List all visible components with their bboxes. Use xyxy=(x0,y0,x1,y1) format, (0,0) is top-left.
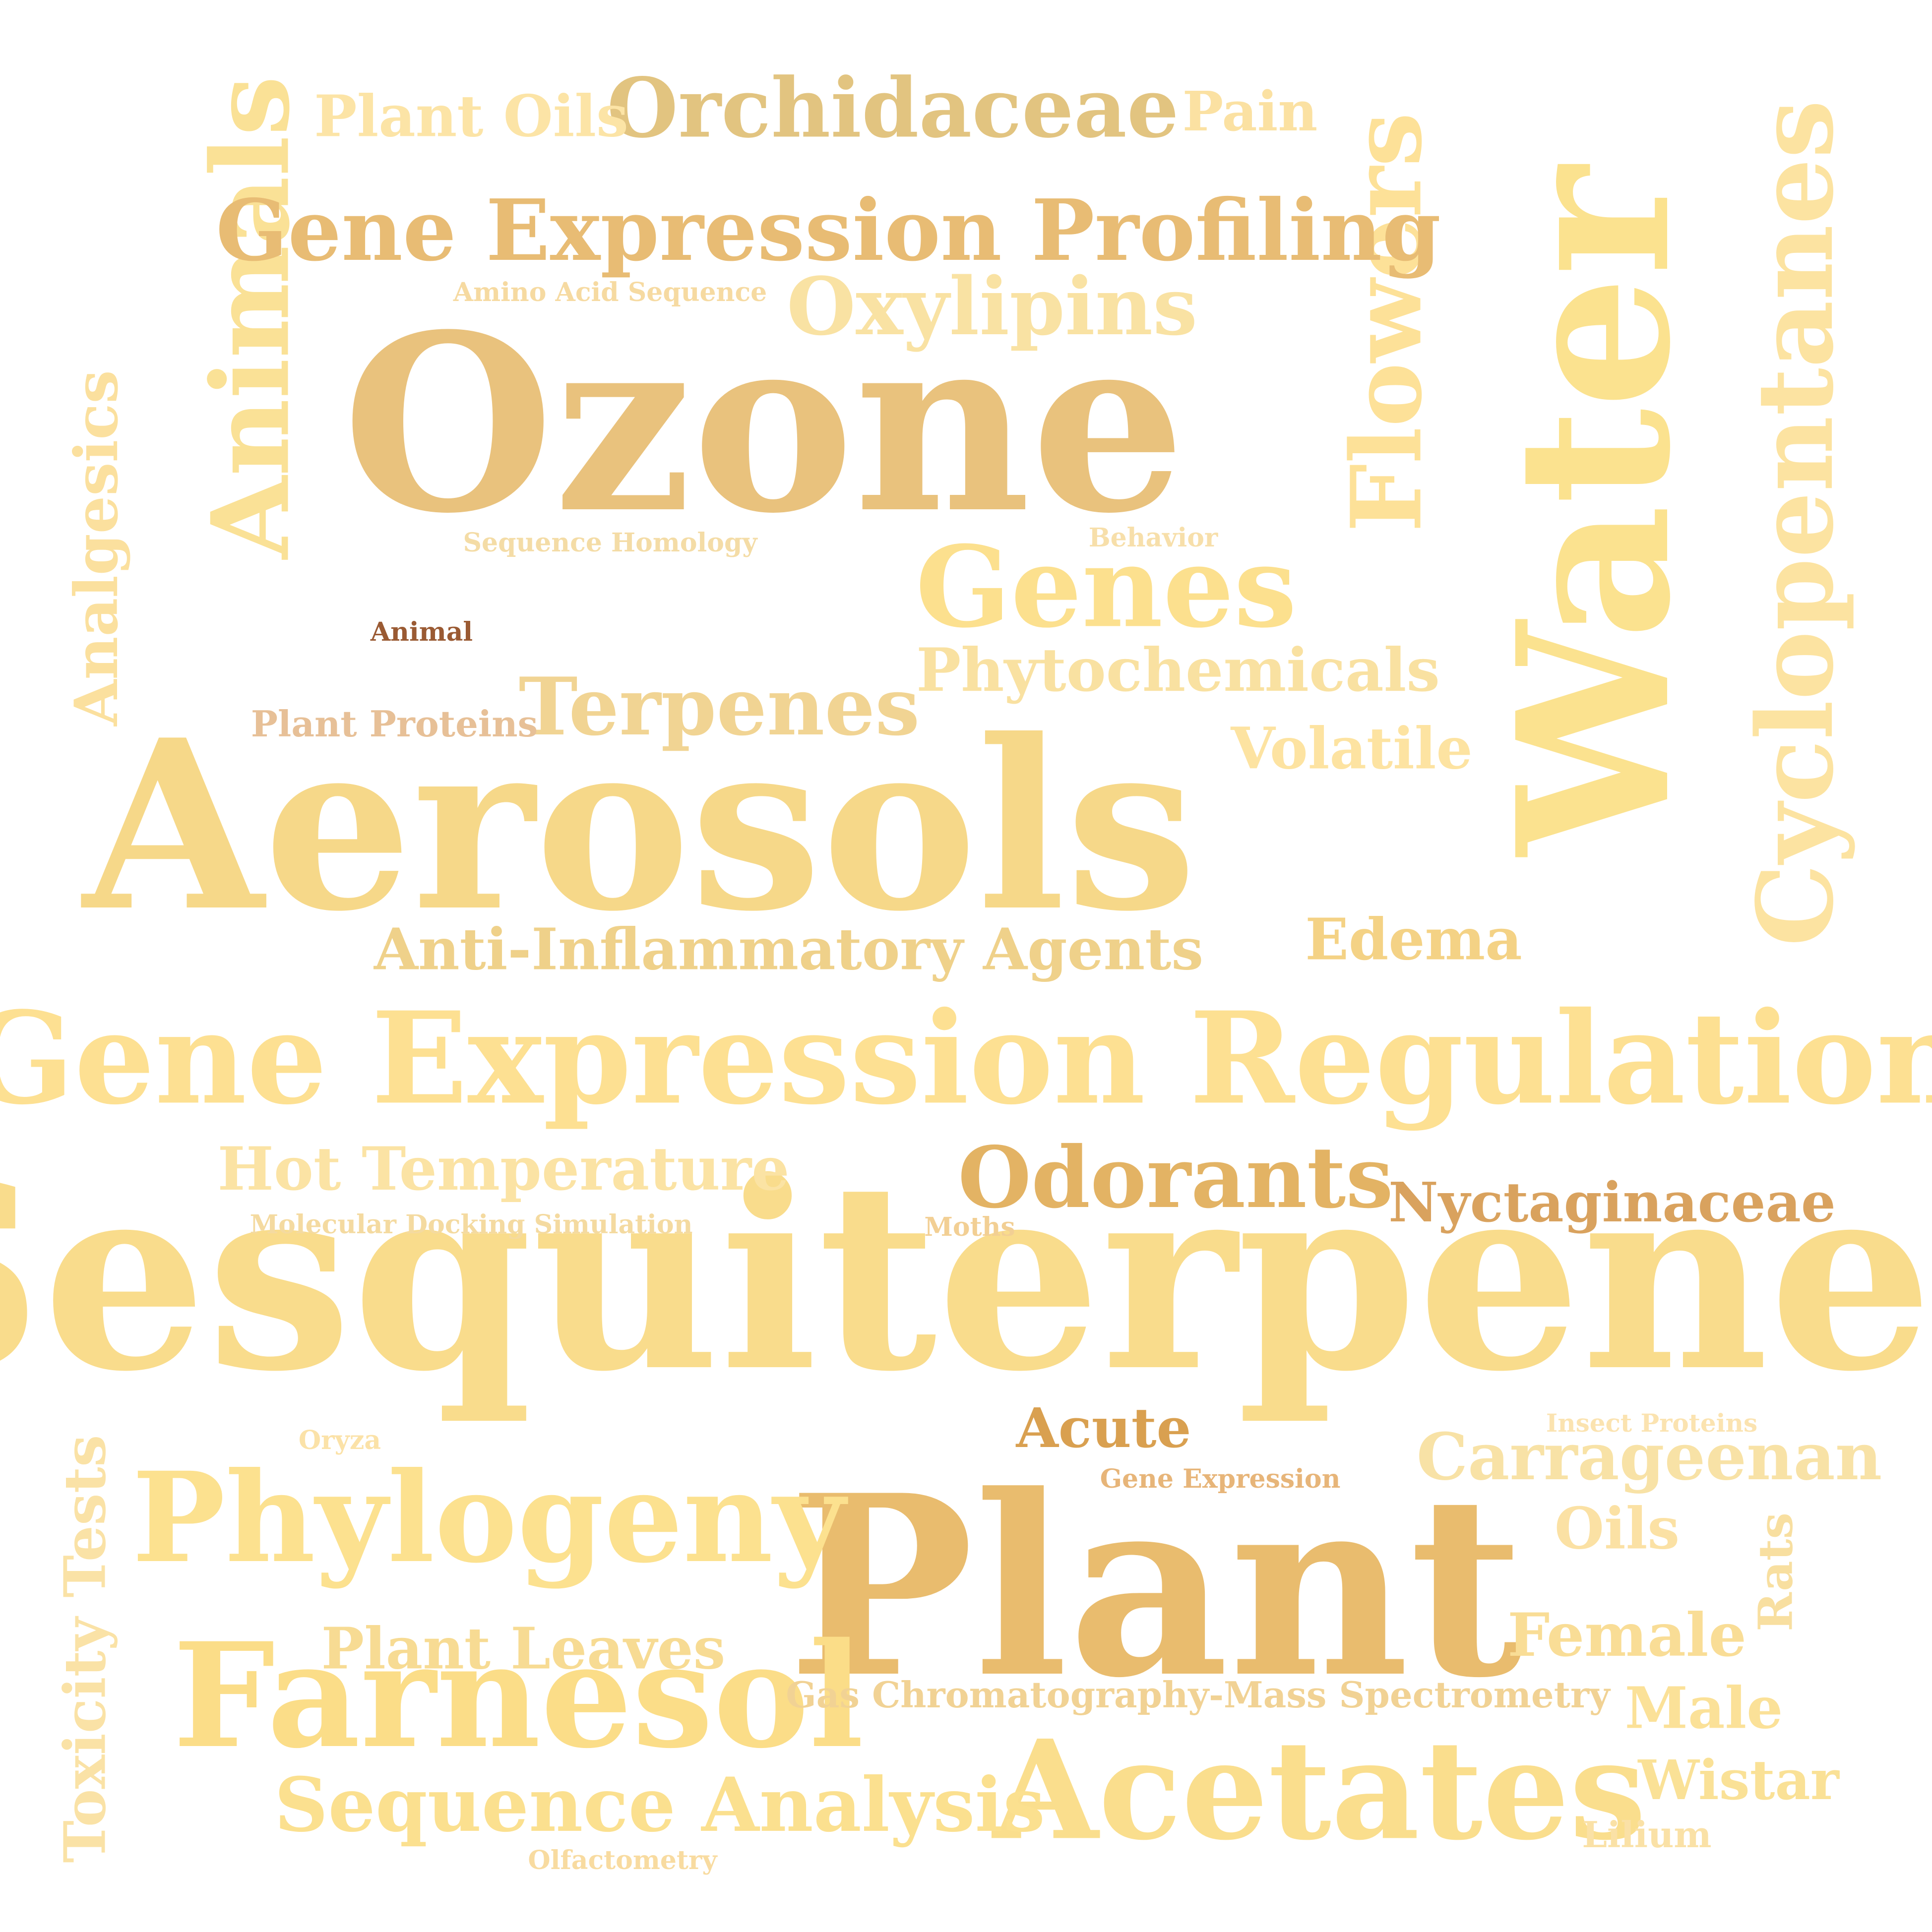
word-rats: Rats xyxy=(1748,1512,1804,1632)
word-olfactometry: Olfactometry xyxy=(528,1845,717,1875)
word-wistar: Wistar xyxy=(1638,1748,1839,1812)
word-volatile: Volatile xyxy=(1231,715,1473,783)
word-plant-leaves: Plant Leaves xyxy=(321,1615,726,1683)
word-analgesics: Analgesics xyxy=(62,370,131,726)
word-behavior: Behavior xyxy=(1088,523,1218,553)
word-plant-oils: Plant Oils xyxy=(314,83,628,150)
word-sequence-analysis: Sequence Analysis xyxy=(274,1761,1045,1849)
word-nyctaginaceae: Nyctaginaceae xyxy=(1388,1170,1836,1234)
word-plant: Plant xyxy=(787,1441,1524,1732)
word-oryza: Oryza xyxy=(298,1425,381,1455)
word-aerosols: Aerosols xyxy=(82,689,1197,963)
word-ozone: Ozone xyxy=(342,281,1185,567)
word-amino-acid-sequence: Amino Acid Sequence xyxy=(453,277,767,307)
word-gene-expression-regulation: Gene Expression Regulation xyxy=(0,984,1932,1133)
word-molecular-docking-simulation: Molecular Docking Simulation xyxy=(249,1209,693,1240)
word-phytochemicals: Phytochemicals xyxy=(916,635,1440,705)
word-gene-expression-profiling: Gene Expression Profiling xyxy=(216,181,1441,280)
word-odorants: Odorants xyxy=(958,1128,1393,1227)
word-toxicity-tests: Toxicity Tests xyxy=(52,1435,119,1863)
word-gas-chromatography-mass-spectrometry: Gas Chromatography-Mass Spectrometry xyxy=(786,1674,1610,1716)
word-animal: Animal xyxy=(370,617,473,647)
word-phylogeny: Phylogeny xyxy=(132,1445,845,1590)
word-carrageenan: Carrageenan xyxy=(1416,1419,1882,1495)
word-male: Male xyxy=(1624,1675,1783,1742)
word-moths: Moths xyxy=(924,1212,1015,1242)
word-lilium: Lilium xyxy=(1582,1813,1712,1856)
word-sequence-homology: Sequence Homology xyxy=(463,528,757,558)
word-female: Female xyxy=(1507,1600,1746,1670)
word-genes: Genes xyxy=(915,522,1297,653)
word-plant-proteins: Plant Proteins xyxy=(250,703,538,745)
word-orchidaceae: Orchidaceae xyxy=(607,60,1179,156)
word-anti-inflammatory-agents: Anti-Inflammatory Agents xyxy=(374,916,1204,983)
word-cyclopentanes: Cyclopentanes xyxy=(1734,100,1857,947)
word-gene-expression: Gene Expression xyxy=(1100,1464,1341,1494)
word-terpenes: Terpenes xyxy=(518,660,920,753)
word-oxylipins: Oxylipins xyxy=(786,260,1198,353)
word-edema: Edema xyxy=(1305,906,1522,973)
word-acetates: Acetates xyxy=(993,1710,1646,1871)
word-insect-proteins: Insect Proteins xyxy=(1546,1408,1758,1438)
word-acute: Acute xyxy=(1016,1396,1191,1460)
word-hot-temperature: Hot Temperature xyxy=(217,1134,790,1204)
word-oils: Oils xyxy=(1554,1495,1680,1563)
word-flowers: Flowers xyxy=(1329,112,1443,533)
word-pain: Pain xyxy=(1182,79,1318,143)
word-animals: Animals xyxy=(187,75,313,559)
word-farnesol: Farnesol xyxy=(173,1612,864,1780)
word-water: Water xyxy=(1472,166,1717,855)
word-sesquiterpenes: Sesquiterpenes xyxy=(0,1125,1932,1428)
